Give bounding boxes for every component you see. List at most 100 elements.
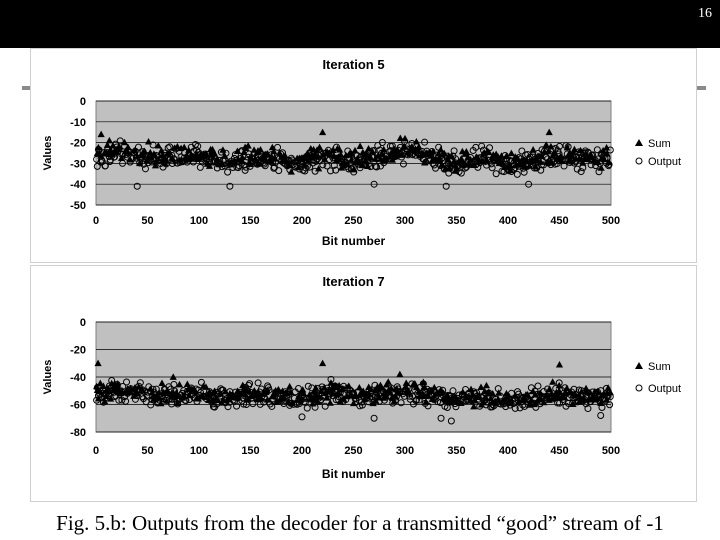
sum-point — [575, 398, 583, 405]
sum-point — [360, 395, 369, 403]
sum-point — [242, 391, 250, 398]
sum-point — [235, 393, 243, 401]
legend-label-output: Output — [648, 383, 681, 395]
sum-point — [420, 158, 429, 166]
sum-point — [148, 389, 156, 396]
y-tick-label: -50 — [70, 200, 86, 212]
sum-point — [468, 391, 476, 398]
sum-point — [480, 398, 488, 406]
legend-label-sum: Sum — [648, 138, 671, 150]
legend: Sum Output — [635, 361, 681, 395]
sum-point — [400, 142, 409, 150]
output-point — [268, 402, 276, 410]
sum-point — [240, 148, 248, 155]
output-point — [241, 166, 249, 174]
sum-point — [336, 397, 344, 405]
sum-point — [267, 157, 275, 165]
output-point — [386, 142, 394, 150]
sum-point — [339, 385, 347, 392]
sum-point — [530, 400, 538, 408]
sum-point — [386, 388, 394, 396]
sum-point — [599, 146, 607, 154]
sum-point — [361, 156, 370, 164]
sum-point — [94, 143, 103, 151]
sum-point — [396, 134, 404, 141]
sum-point — [535, 394, 544, 402]
sum-point — [168, 154, 177, 162]
sum-point — [545, 385, 554, 392]
sum-point — [525, 162, 533, 169]
sum-point — [470, 161, 479, 168]
sum-point — [117, 154, 126, 161]
sum-point — [180, 392, 188, 399]
x-tick-label: 350 — [447, 445, 465, 457]
legend-sum-marker — [635, 139, 643, 146]
output-point — [577, 168, 585, 176]
sum-point — [420, 383, 428, 391]
sum-point — [271, 155, 279, 162]
sum-point — [544, 147, 553, 155]
output-point — [321, 402, 329, 410]
y-axis-label: Values — [42, 136, 54, 171]
sum-point — [380, 145, 388, 153]
y-tick-label: -10 — [70, 117, 86, 129]
output-point — [116, 137, 124, 145]
sum-point — [154, 393, 163, 400]
sum-point — [377, 383, 386, 391]
sum-point — [443, 391, 451, 399]
sum-point — [172, 388, 180, 396]
sum-point — [502, 152, 511, 160]
sum-point — [602, 144, 611, 151]
sum-point — [355, 383, 363, 391]
y-tick-label: -40 — [70, 179, 86, 191]
x-tick-label: 50 — [141, 445, 153, 457]
sum-point — [127, 386, 135, 393]
output-point — [399, 160, 407, 168]
sum-point — [475, 393, 483, 401]
sum-point — [429, 395, 437, 402]
sum-point — [315, 143, 324, 151]
sum-point — [134, 389, 142, 397]
sum-point — [321, 155, 329, 163]
sum-point — [334, 389, 343, 396]
sum-point — [169, 373, 177, 380]
sum-point — [234, 155, 242, 163]
sum-point — [233, 147, 242, 154]
sum-point — [450, 157, 458, 165]
sum-point — [474, 154, 482, 161]
output-point — [224, 403, 232, 411]
sum-point — [124, 143, 132, 151]
sum-point — [427, 152, 435, 159]
sum-point — [507, 397, 516, 404]
sum-point — [459, 161, 467, 168]
sum-point — [281, 151, 289, 159]
sum-point — [221, 387, 230, 395]
sum-point — [239, 381, 247, 389]
sum-point — [582, 384, 590, 392]
sum-point — [555, 388, 564, 395]
sum-point — [108, 150, 116, 157]
sum-point — [563, 143, 571, 151]
sum-point — [126, 155, 134, 163]
sum-point — [603, 150, 611, 157]
sum-point — [466, 395, 475, 403]
sum-point — [211, 150, 219, 157]
sum-point — [465, 160, 473, 168]
sum-point — [587, 152, 596, 159]
sum-point — [365, 390, 374, 398]
sum-point — [538, 152, 546, 159]
sum-point — [96, 379, 104, 387]
sum-point — [387, 384, 395, 392]
sum-point — [173, 142, 182, 150]
output-point — [149, 141, 157, 149]
sum-point — [136, 159, 144, 167]
sum-point — [424, 391, 432, 398]
x-tick-label: 350 — [447, 215, 465, 227]
sum-point — [152, 157, 160, 165]
sum-point — [356, 142, 364, 149]
output-point — [436, 399, 444, 407]
sum-point — [437, 146, 445, 153]
sum-point — [315, 393, 323, 400]
sum-point — [285, 161, 293, 169]
sum-point — [353, 154, 361, 162]
